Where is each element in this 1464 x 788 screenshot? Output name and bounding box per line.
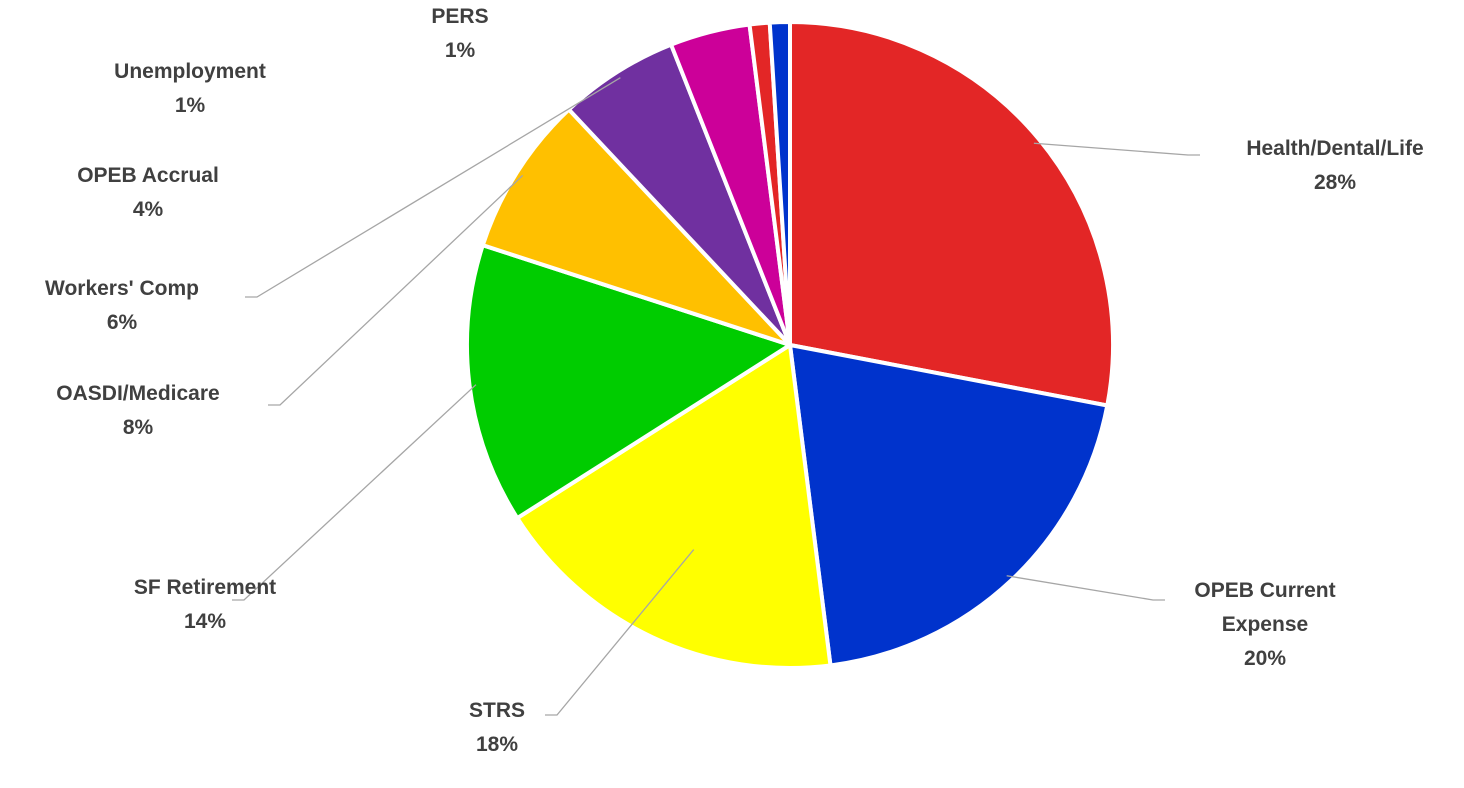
pie-slice [514, 341, 833, 670]
label-value: 8% [122, 416, 154, 439]
label-value: 18% [475, 733, 519, 756]
label-name: Health/Dental/Life [1246, 137, 1424, 160]
label-value: 28% [1313, 171, 1357, 194]
pie-slice [480, 106, 792, 347]
label-name: Unemployment [114, 60, 266, 83]
data-label: Workers' Comp 6% [45, 272, 199, 340]
label-name: OPEB Current Expense [1194, 579, 1336, 636]
data-label: Unemployment 1% [114, 55, 266, 123]
data-label: STRS 18% [469, 694, 525, 762]
pie-slice [767, 19, 792, 346]
leader-line [232, 384, 477, 601]
data-label: PERS 1% [431, 0, 488, 68]
label-name: PERS [431, 5, 489, 28]
data-label: OPEB Accrual 4% [77, 159, 219, 227]
label-value: 1% [444, 39, 476, 62]
data-label: OPEB Current Expense 20% [1170, 574, 1360, 676]
data-label: SF Retirement 14% [134, 571, 276, 639]
label-name: SF Retirement [133, 576, 277, 599]
label-value: 4% [132, 198, 164, 221]
data-label: OASDI/Medicare 8% [56, 377, 219, 445]
label-name: Workers' Comp [45, 277, 199, 300]
leader-line [268, 174, 524, 406]
pie-slice [788, 19, 1115, 408]
pie-slice [787, 342, 1110, 668]
label-value: 14% [183, 610, 227, 633]
pie-slice [465, 242, 795, 521]
label-value: 6% [106, 311, 138, 334]
leader-line [1006, 575, 1165, 601]
label-name: OPEB Accrual [77, 164, 219, 187]
label-value: 1% [174, 94, 206, 117]
label-name: OASDI/Medicare [56, 382, 220, 405]
leader-line [545, 549, 695, 716]
data-label: Health/Dental/Life 28% [1246, 132, 1423, 200]
label-value: 20% [1243, 647, 1287, 670]
leader-line [1033, 142, 1200, 156]
leader-line [245, 77, 621, 298]
label-name: STRS [468, 699, 526, 722]
